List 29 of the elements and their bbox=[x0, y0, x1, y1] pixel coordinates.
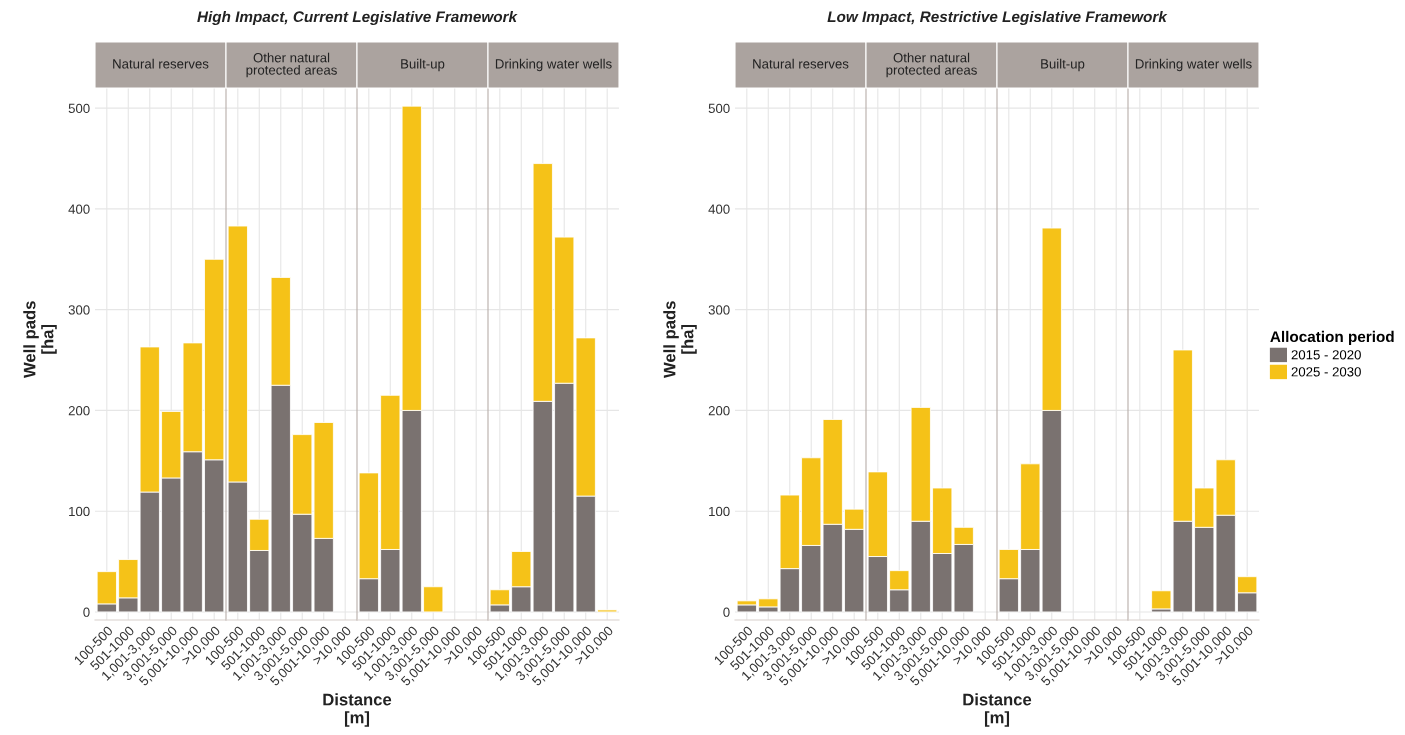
text: High Impact, Current Legislative Framework bbox=[197, 10, 518, 26]
chart-subtitle: Built-up bbox=[401, 58, 445, 72]
y-tick-label: 100 bbox=[69, 506, 90, 517]
y-axis-title: Well pads [ha] bbox=[663, 301, 697, 379]
y-tick-label: 300 bbox=[68, 305, 90, 315]
y-axis-title: Well pads [ha] bbox=[23, 301, 57, 379]
y-tick-label: 500 bbox=[68, 103, 90, 114]
chart-subtitle: Drinking water wells bbox=[1135, 58, 1252, 72]
chart-subtitle: Other natural protected areas bbox=[246, 52, 337, 78]
y-tick-label: 0 bbox=[83, 607, 90, 617]
chart-subtitle: Drinking water wells bbox=[495, 58, 612, 72]
chart-subtitle: Built-up bbox=[1041, 58, 1085, 72]
y-tick-label: 400 bbox=[68, 204, 90, 214]
chart-subtitle: Natural reserves bbox=[113, 58, 209, 69]
chart-subtitle: Other natural protected areas bbox=[886, 52, 977, 78]
y-tick-label: 0 bbox=[723, 607, 730, 617]
y-tick-label: 200 bbox=[708, 405, 730, 416]
text: Low Impact, Restrictive Legislative Framework bbox=[827, 10, 1168, 26]
y-tick-label: 400 bbox=[708, 204, 730, 214]
y-tick-label: 300 bbox=[708, 305, 730, 315]
y-tick-label: 100 bbox=[709, 506, 730, 517]
legend-label: 2015 - 2020 bbox=[1291, 350, 1361, 360]
y-tick-label: 200 bbox=[68, 405, 90, 416]
legend-title: Allocation period bbox=[1270, 330, 1394, 346]
x-axis-title: Distance [m] bbox=[323, 693, 392, 727]
chart-subtitle: Natural reserves bbox=[753, 58, 849, 69]
y-tick-label: 500 bbox=[708, 103, 730, 114]
x-axis-title: Distance [m] bbox=[963, 693, 1032, 727]
legend-label: 2025 - 2030 bbox=[1291, 367, 1361, 377]
